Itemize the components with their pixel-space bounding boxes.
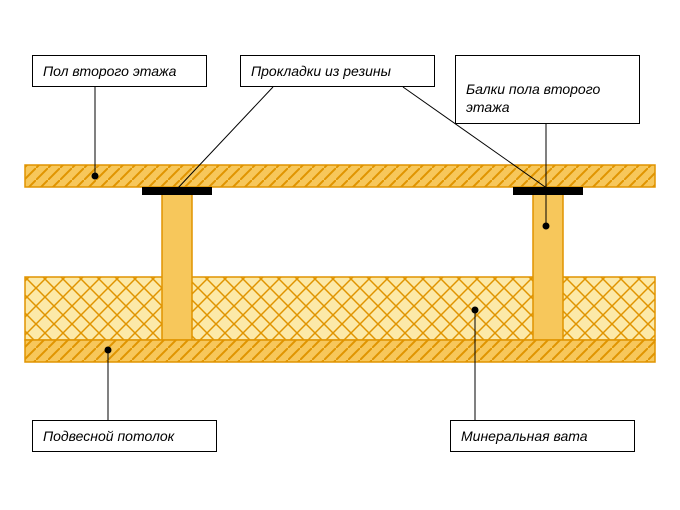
label-mineral-wool-text: Минеральная вата xyxy=(461,428,588,444)
top-board xyxy=(25,165,655,187)
bottom-board xyxy=(25,340,655,362)
label-suspended-ceiling-text: Подвесной потолок xyxy=(43,428,174,444)
label-beams-text: Балки пола второго этажа xyxy=(466,81,600,115)
leader-lines xyxy=(92,87,549,420)
label-floor-second-text: Пол второго этажа xyxy=(43,63,176,79)
label-rubber-pads-text: Прокладки из резины xyxy=(251,63,391,79)
label-beams: Балки пола второго этажа xyxy=(455,55,640,124)
label-suspended-ceiling: Подвесной потолок xyxy=(32,420,217,452)
beam-left xyxy=(162,192,192,340)
label-mineral-wool: Минеральная вата xyxy=(450,420,635,452)
label-rubber-pads: Прокладки из резины xyxy=(240,55,435,87)
beam-right xyxy=(533,192,563,340)
rubber-pad-left xyxy=(142,187,212,195)
diagram-canvas: Пол второго этажа Прокладки из резины Ба… xyxy=(0,0,680,510)
rubber-pad-right xyxy=(513,187,583,195)
label-floor-second: Пол второго этажа xyxy=(32,55,207,87)
